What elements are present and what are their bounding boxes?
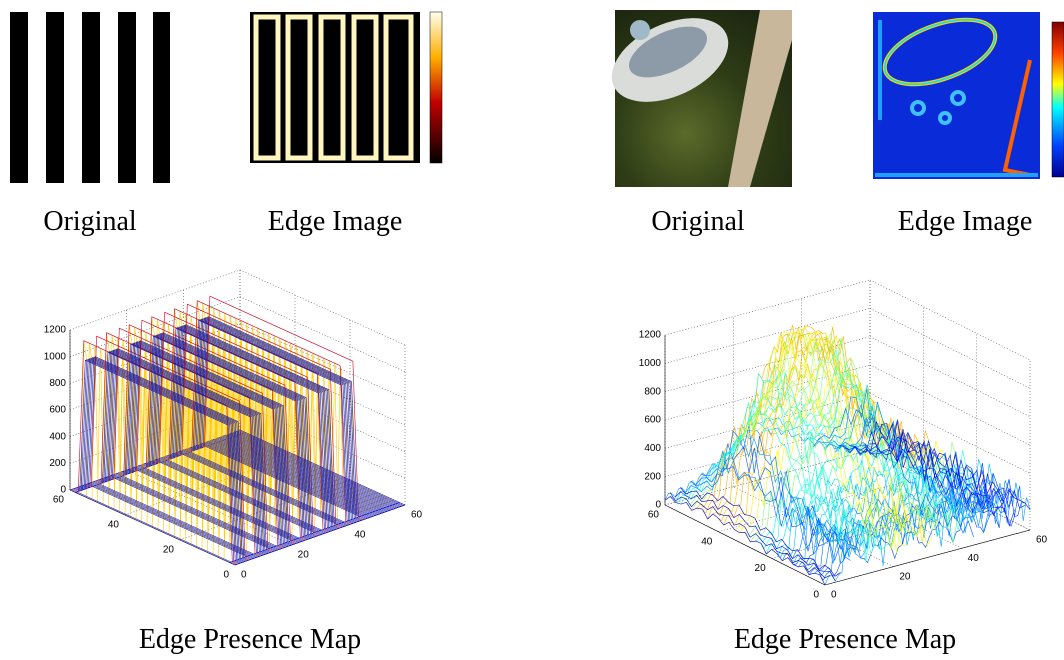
caption: Edge Image [268, 206, 403, 237]
z-tick-label: 800 [644, 386, 661, 397]
grid-line [70, 270, 240, 330]
y-tick-label: 20 [755, 563, 767, 574]
caption: Original [651, 206, 745, 237]
x-tick-label: 60 [1036, 535, 1048, 546]
mesh-line [711, 402, 871, 561]
z-tick-label: 600 [49, 405, 66, 416]
z-tick-label: 600 [644, 415, 661, 426]
caption: Original [43, 206, 137, 237]
grid-line [665, 280, 870, 335]
z-tick-label: 1200 [44, 325, 67, 336]
mesh-line [734, 364, 939, 530]
z-tick-label: 800 [49, 378, 66, 389]
plots: 0200400600800100012000204060020406002004… [44, 270, 1048, 601]
x-tick-label: 0 [831, 590, 837, 601]
z-tick-label: 200 [644, 471, 661, 482]
figure-canvas: Original Edge Image Edge Presence Map Or… [0, 0, 1064, 660]
z-tick-label: 1000 [44, 351, 67, 362]
y-tick-label: 40 [701, 536, 713, 547]
y-tick-label: 60 [53, 495, 65, 506]
caption: Edge Image [898, 206, 1033, 237]
z-tick-label: 1000 [639, 358, 662, 369]
x-tick-label: 20 [298, 550, 310, 561]
y-tick-label: 40 [108, 520, 120, 531]
stripes-image [10, 12, 170, 183]
edge-image [250, 12, 442, 163]
x-tick-label: 40 [354, 530, 366, 541]
grid-line [870, 308, 1030, 388]
z-tick-label: 1200 [639, 330, 662, 341]
grid-line [240, 270, 405, 345]
z-tick-label: 400 [644, 443, 661, 454]
grid-line [870, 337, 1030, 417]
edge-image [873, 7, 1064, 179]
y-tick-label: 0 [813, 590, 819, 601]
grid-line [870, 280, 1030, 360]
figure: Original Edge Image Edge Presence Map Or… [0, 0, 1064, 660]
x-axis [825, 530, 1030, 585]
y-tick-label: 0 [223, 570, 229, 581]
y-tick-label: 60 [648, 510, 660, 521]
x-tick-label: 60 [411, 510, 423, 521]
photo-image [599, 1, 792, 187]
y-tick-label: 20 [163, 545, 175, 556]
x-tick-label: 40 [968, 553, 980, 564]
z-tick-label: 400 [49, 431, 66, 442]
x-tick-label: 0 [241, 570, 247, 581]
x-tick-label: 20 [899, 571, 911, 582]
caption: Edge Presence Map [139, 624, 361, 655]
z-tick-label: 200 [49, 458, 66, 469]
mesh-line [665, 497, 825, 586]
grid-line [665, 308, 870, 363]
caption: Edge Presence Map [734, 624, 956, 655]
